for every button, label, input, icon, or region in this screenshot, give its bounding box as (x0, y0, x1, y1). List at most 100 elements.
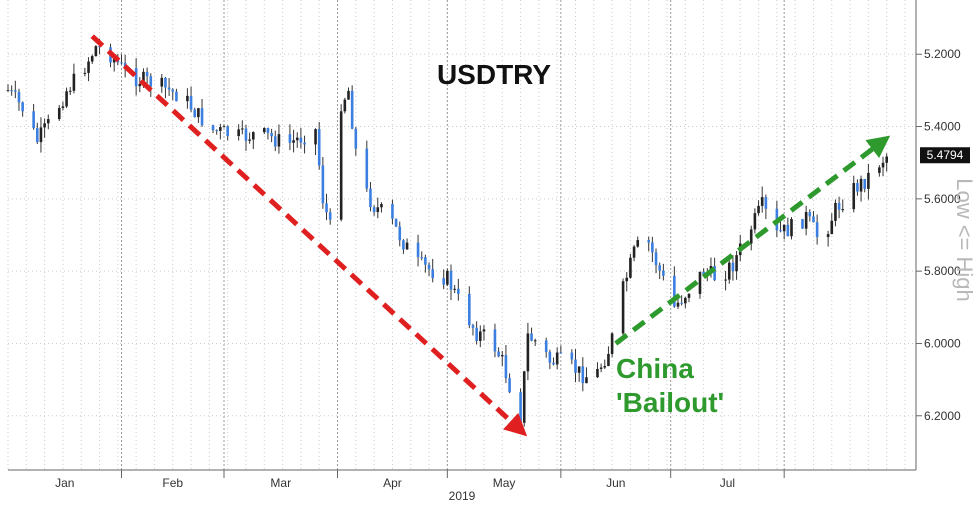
candle (402, 239, 405, 254)
candle-body (782, 224, 786, 232)
candle (164, 76, 167, 99)
candle-body (830, 220, 834, 235)
candle-body (87, 61, 90, 73)
candle-body (673, 275, 676, 307)
candle-body (475, 327, 478, 341)
candle-body (369, 188, 372, 208)
candle-body (442, 278, 445, 285)
candle-body (548, 352, 552, 363)
candle-layer (6, 38, 888, 427)
candle (237, 124, 240, 141)
candle-body (508, 378, 511, 393)
candle-body (365, 148, 369, 189)
candle (680, 295, 683, 306)
candle-body (779, 230, 782, 232)
candle-body (189, 95, 193, 110)
candle (815, 214, 819, 245)
candle-body (559, 352, 563, 354)
candle (727, 259, 731, 284)
candle-body (790, 219, 793, 237)
candle (273, 130, 277, 152)
candle (676, 298, 680, 310)
candle (533, 338, 537, 346)
candle-body (200, 108, 204, 126)
candle (376, 197, 380, 219)
candle-body (222, 126, 226, 128)
candle (625, 272, 629, 292)
candle (453, 284, 456, 294)
arrow-layer (90, 34, 891, 437)
candle (782, 224, 786, 240)
candle-body (544, 340, 548, 353)
candle-body (164, 77, 167, 88)
candle-body (826, 234, 830, 238)
candle-body (764, 197, 768, 209)
candle-body (632, 246, 636, 258)
candle (427, 262, 431, 277)
candle (577, 366, 581, 382)
candle (317, 121, 321, 170)
candle (10, 85, 13, 96)
candle (347, 87, 350, 100)
candle-body (468, 293, 471, 326)
candle-body (724, 279, 727, 281)
candle (420, 251, 424, 261)
candle-body (852, 183, 856, 210)
candle-body (804, 211, 808, 229)
candle-body (288, 134, 292, 143)
candle-body (32, 111, 35, 129)
candle (552, 357, 555, 366)
candle (530, 327, 533, 342)
candle (365, 140, 369, 192)
candle-body (83, 72, 87, 74)
candle-body (303, 142, 306, 145)
candle-body (380, 203, 383, 208)
candle-body (478, 331, 482, 341)
candle (684, 296, 687, 309)
candle-body (350, 90, 354, 129)
candle (46, 114, 50, 130)
candle-body (57, 107, 61, 120)
candle-body (526, 333, 530, 372)
candle-body (735, 255, 738, 272)
candle (878, 165, 881, 177)
candle-body (167, 87, 171, 90)
candle-body (555, 352, 559, 365)
candle (735, 250, 738, 280)
candle-body (570, 352, 574, 360)
candle (508, 373, 511, 394)
candle (197, 107, 200, 123)
candle (369, 182, 372, 212)
candle-body (321, 165, 325, 204)
candle-body (812, 216, 815, 223)
candle-body (636, 240, 640, 247)
candle-body (676, 302, 680, 307)
candle (14, 80, 17, 99)
candle (354, 126, 358, 156)
candle (786, 217, 790, 237)
candle-body (881, 162, 885, 168)
candle-body (149, 76, 153, 87)
downtrend-arrow (90, 34, 528, 437)
candle (497, 347, 500, 358)
candle-body (662, 270, 665, 276)
candle-body (295, 137, 299, 141)
candle-body (241, 128, 244, 130)
candle (167, 78, 171, 96)
candle (288, 124, 292, 151)
uptrend-arrow (614, 135, 891, 346)
month-label: Jul (720, 476, 735, 490)
candle (632, 245, 636, 262)
candle (222, 124, 226, 128)
candle-body (500, 355, 504, 357)
candle-body (193, 109, 197, 118)
candle-body (138, 84, 142, 87)
candle (826, 230, 830, 247)
candle (90, 54, 94, 64)
candle-body (863, 178, 867, 189)
candle-body (175, 91, 178, 102)
candle-body (680, 302, 683, 304)
candle (193, 107, 197, 118)
candle (424, 254, 427, 273)
